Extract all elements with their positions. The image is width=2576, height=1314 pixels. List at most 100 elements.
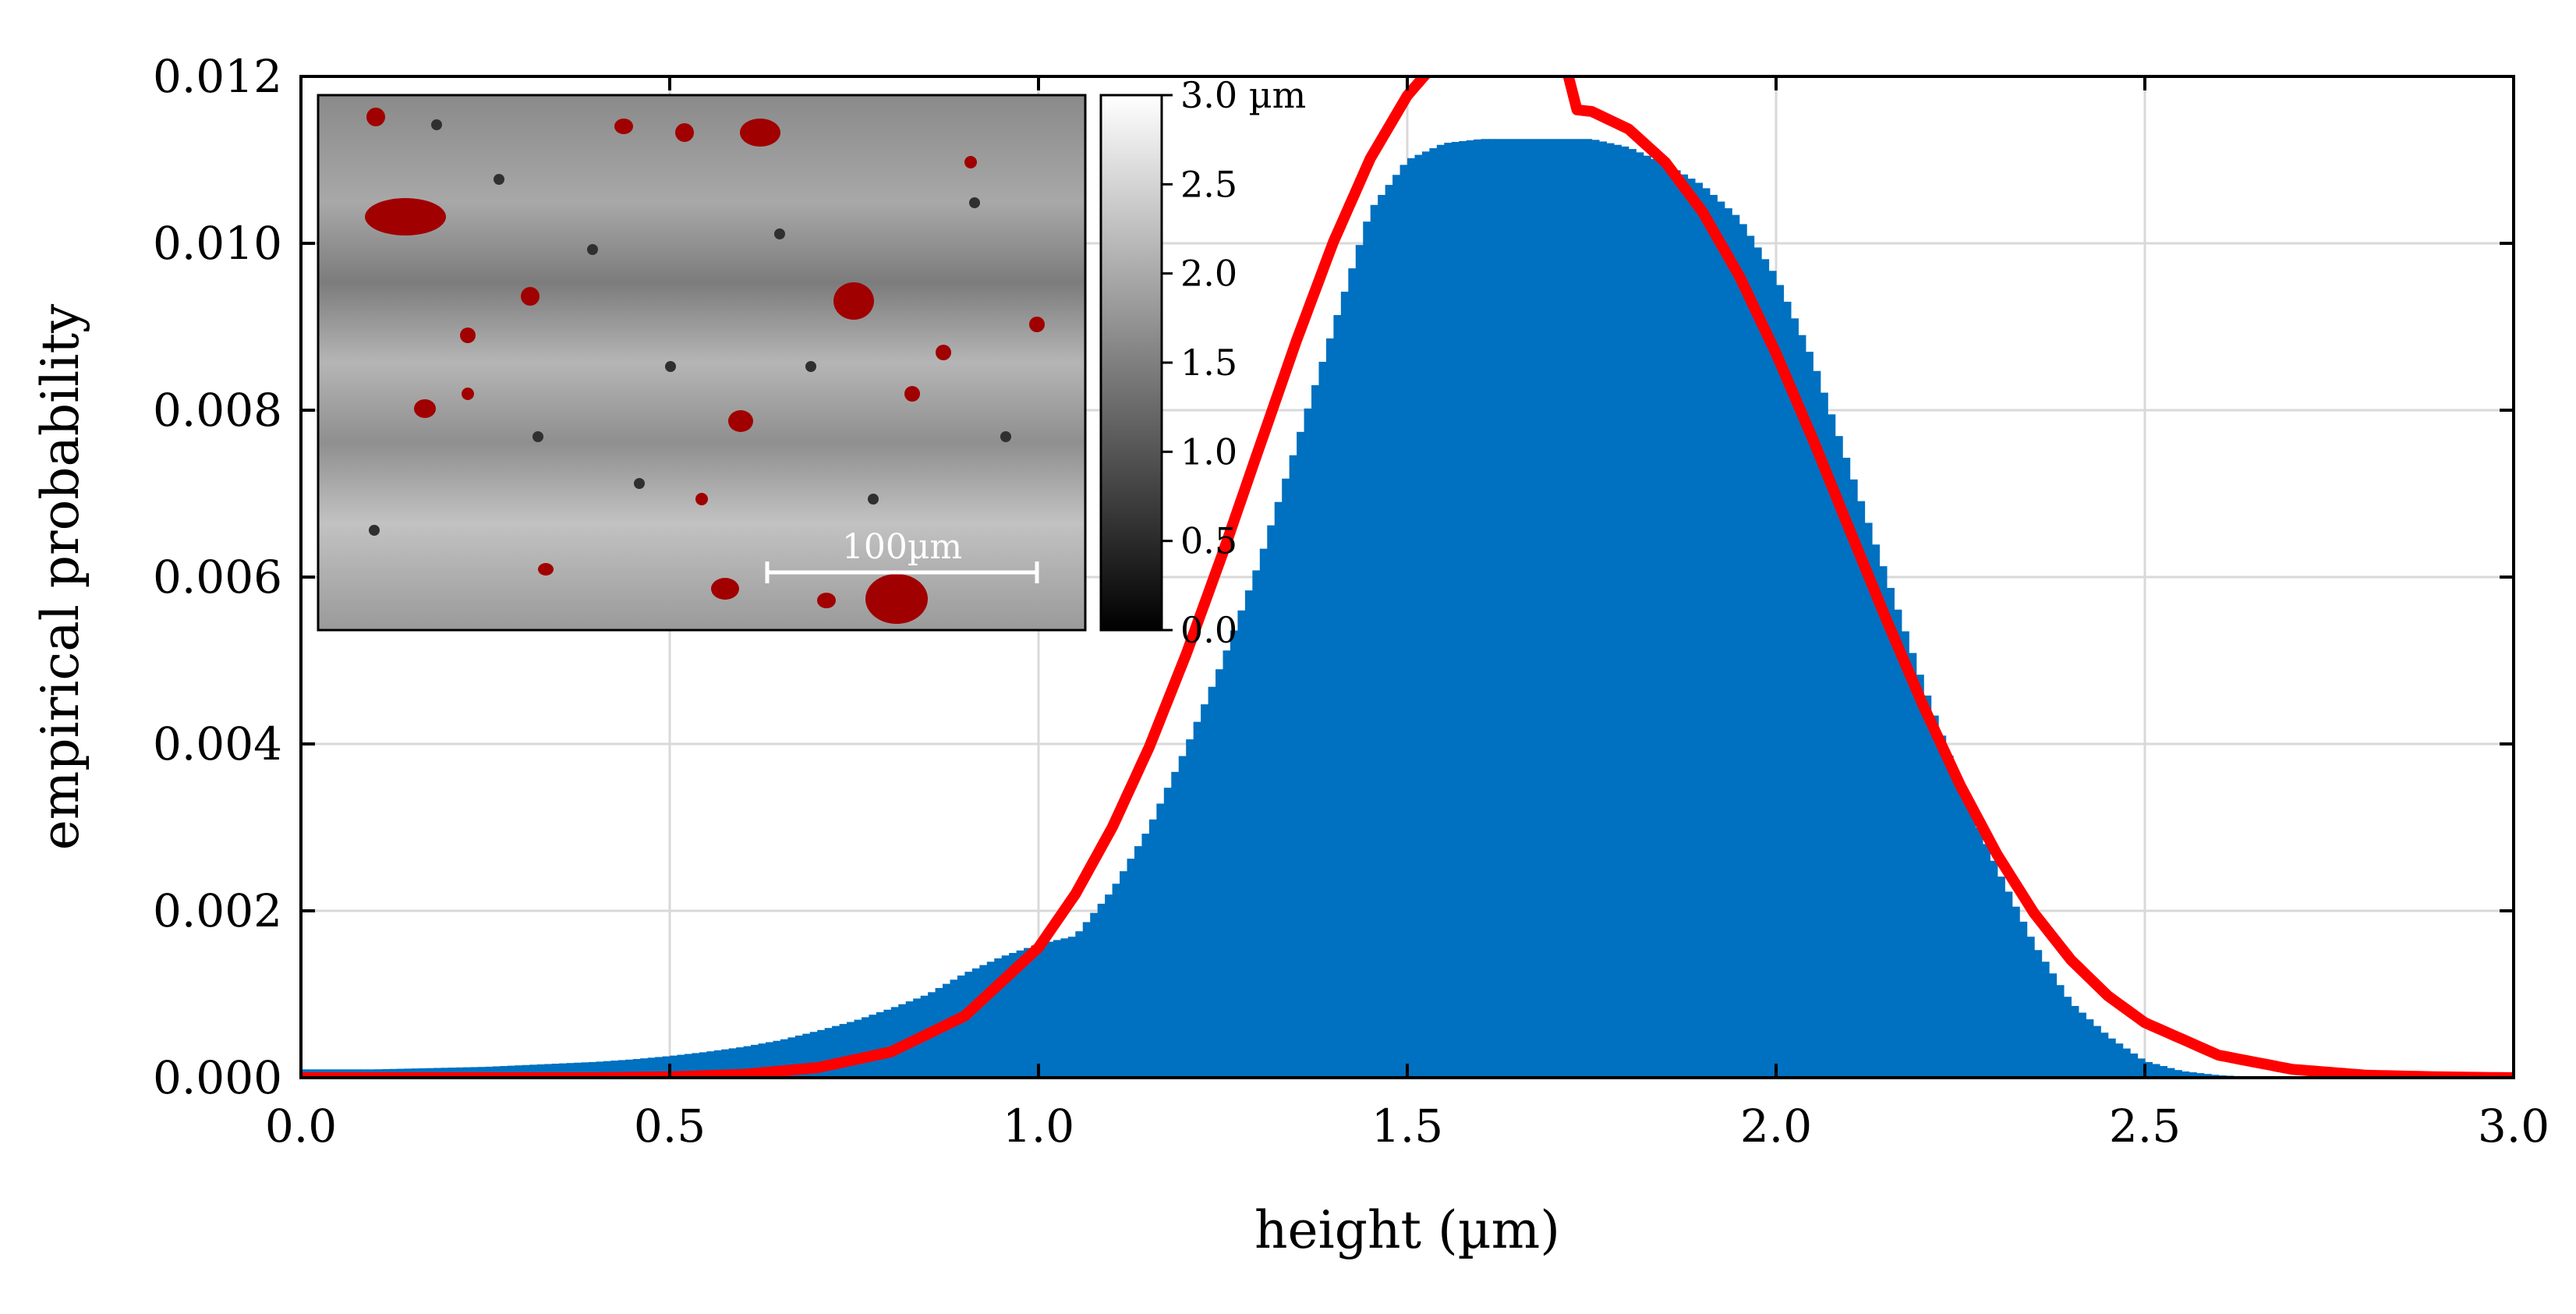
y-tick-label: 0.008 <box>153 384 282 437</box>
histogram-bar <box>1252 570 1261 1078</box>
histogram-bar <box>2189 1072 2197 1078</box>
histogram-bar <box>1481 139 1489 1078</box>
x-tick-label: 0.5 <box>634 1100 706 1153</box>
histogram-bar <box>787 1037 796 1078</box>
histogram-bar <box>1141 834 1150 1078</box>
histogram-bar <box>1702 188 1711 1078</box>
histogram-bar <box>1156 803 1165 1078</box>
histogram-bar <box>1835 436 1843 1078</box>
surface-pit <box>431 119 442 130</box>
histogram-bar <box>1651 158 1659 1078</box>
particle-marker <box>695 493 708 505</box>
histogram-bar <box>1120 871 1128 1078</box>
histogram-bar <box>1127 859 1135 1078</box>
particle-marker <box>366 108 385 126</box>
x-tick-label: 3.0 <box>2478 1100 2549 1153</box>
histogram-bar <box>1171 771 1180 1078</box>
histogram-bar <box>1724 208 1732 1078</box>
histogram-bar <box>1768 271 1777 1078</box>
histogram-bar <box>647 1057 656 1078</box>
histogram-bar <box>1532 139 1541 1078</box>
histogram-bar <box>869 1015 877 1078</box>
histogram-bar <box>876 1012 884 1078</box>
histogram-bar <box>854 1019 862 1078</box>
histogram-bar <box>2071 1005 2079 1078</box>
histogram-bar <box>1067 937 1076 1078</box>
histogram-bar <box>581 1062 589 1078</box>
histogram-bar <box>507 1065 515 1078</box>
histogram-bar <box>1053 940 1061 1078</box>
particle-marker <box>1029 317 1045 332</box>
histogram-bar <box>1370 204 1378 1078</box>
histogram-bar <box>890 1007 899 1078</box>
particle-marker <box>521 287 540 306</box>
histogram-bar <box>1886 587 1895 1078</box>
particle-marker <box>936 345 951 360</box>
histogram-bar <box>1547 139 1555 1078</box>
histogram-bar <box>1517 139 1526 1078</box>
x-axis-label: height (µm) <box>1254 1200 1560 1260</box>
histogram-bar <box>802 1033 811 1078</box>
histogram-bar <box>2086 1019 2094 1078</box>
histogram-bar <box>2026 937 2035 1078</box>
y-tick-label: 0.002 <box>153 884 282 937</box>
histogram-bar <box>1488 139 1497 1078</box>
histogram-bar <box>1112 884 1120 1078</box>
histogram-bar <box>979 965 988 1078</box>
histogram-bar <box>1016 950 1024 1078</box>
histogram-bar <box>809 1032 818 1078</box>
histogram-bar <box>1790 318 1799 1078</box>
histogram-bar <box>1134 846 1143 1078</box>
histogram-bar <box>950 979 958 1078</box>
histogram-bar <box>1289 455 1297 1078</box>
histogram-bar <box>736 1047 745 1078</box>
histogram-bar <box>2203 1074 2212 1078</box>
histogram-bar <box>2145 1061 2153 1078</box>
histogram-bar <box>713 1050 722 1078</box>
histogram-bar <box>1348 268 1357 1078</box>
histogram-bar <box>1039 943 1047 1078</box>
histogram-bar <box>603 1061 611 1078</box>
histogram-bar <box>1717 201 1725 1078</box>
particle-marker <box>964 156 977 168</box>
x-tick-label: 2.5 <box>2109 1100 2181 1153</box>
histogram-bar <box>610 1061 619 1078</box>
colorbar-tick-label: 1.5 <box>1180 342 1237 384</box>
histogram-bar <box>1621 146 1629 1078</box>
histogram-bar <box>1399 165 1408 1078</box>
y-tick-label: 0.000 <box>153 1051 282 1104</box>
histogram-bar <box>721 1049 730 1078</box>
particle-marker <box>904 386 920 402</box>
histogram-bar <box>964 972 973 1078</box>
histogram-bar <box>699 1052 707 1078</box>
histogram-bar <box>2056 985 2065 1078</box>
y-axis-label: empirical probability <box>30 303 90 850</box>
histogram-bar <box>1820 392 1828 1078</box>
histogram-bar <box>1643 155 1651 1078</box>
x-tick-label: 2.0 <box>1740 1100 1812 1153</box>
histogram-bar <box>861 1017 870 1078</box>
histogram-bar <box>1421 151 1430 1078</box>
histogram-bar <box>1244 590 1253 1078</box>
histogram-bar <box>847 1022 855 1078</box>
histogram-bar <box>1828 414 1836 1078</box>
surface-pit <box>665 361 676 372</box>
histogram-bar <box>1628 149 1637 1078</box>
histogram-bar <box>529 1064 538 1078</box>
histogram-bar <box>1148 819 1157 1078</box>
histogram-bar <box>1385 185 1393 1078</box>
histogram-bar <box>1186 739 1194 1078</box>
histogram-bar <box>1953 775 1962 1078</box>
histogram-bar <box>1894 609 1902 1078</box>
histogram-bar <box>1436 144 1445 1078</box>
histogram-bar <box>1709 194 1718 1078</box>
histogram-bar <box>1297 431 1305 1078</box>
particle-marker <box>460 328 476 343</box>
histogram-bar <box>670 1055 678 1078</box>
colorbar-tick-label: 2.5 <box>1180 163 1237 205</box>
histogram-bar <box>1945 755 1954 1078</box>
surface-pit <box>494 174 504 185</box>
particle-marker <box>675 123 694 142</box>
histogram-bar <box>1495 139 1504 1078</box>
histogram-bar <box>1082 922 1091 1078</box>
